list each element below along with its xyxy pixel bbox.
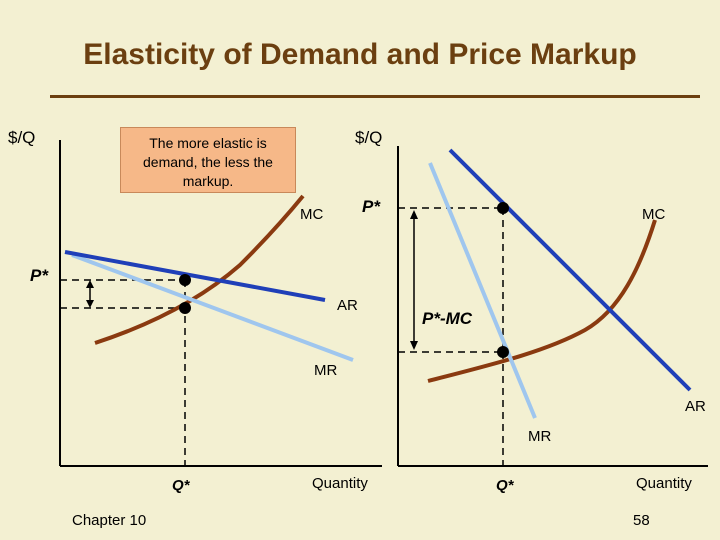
right-mc-point	[497, 346, 509, 358]
left-quantity-label: Q*	[172, 477, 190, 494]
right-panel	[397, 146, 708, 467]
right-markup-arrowhead-down	[410, 341, 418, 350]
page-number: 58	[633, 512, 650, 529]
left-y-axis-label: $/Q	[8, 128, 36, 147]
right-mr-curve	[428, 162, 537, 419]
slide-title: Elasticity of Demand and Price Markup	[83, 38, 637, 71]
left-markup-arrowhead-up	[86, 280, 94, 288]
left-ar-label: AR	[337, 297, 358, 314]
left-x-axis-label: Quantity	[312, 475, 368, 492]
left-ar-curve	[64, 250, 326, 302]
right-ar-label: AR	[685, 398, 706, 415]
elasticity-note: The more elastic is demand, the less the…	[120, 127, 296, 193]
right-price-label: P*	[362, 197, 380, 216]
right-quantity-label: Q*	[496, 477, 514, 494]
right-demand-point	[497, 202, 509, 214]
right-markup-label: P*-MC	[422, 309, 473, 328]
right-x-axis-label: Quantity	[636, 475, 692, 492]
right-mr-label: MR	[528, 428, 552, 445]
chapter-label: Chapter 10	[72, 512, 147, 529]
left-mc-label: MC	[300, 206, 324, 223]
left-mc-curve	[94, 194, 305, 345]
left-mr-label: MR	[314, 362, 338, 379]
left-mc-point	[179, 302, 191, 314]
right-y-axis-label: $/Q	[355, 128, 383, 147]
left-markup-arrowhead-down	[86, 300, 94, 308]
right-mc-label: MC	[642, 206, 666, 223]
right-markup-arrowhead-up	[410, 210, 418, 219]
left-demand-point	[179, 274, 191, 286]
left-panel	[59, 140, 382, 467]
right-ar-curve	[448, 148, 692, 392]
left-price-label: P*	[30, 266, 48, 285]
title-rule	[50, 95, 700, 98]
left-mr-curve	[71, 253, 354, 362]
right-mc-curve	[427, 219, 657, 383]
